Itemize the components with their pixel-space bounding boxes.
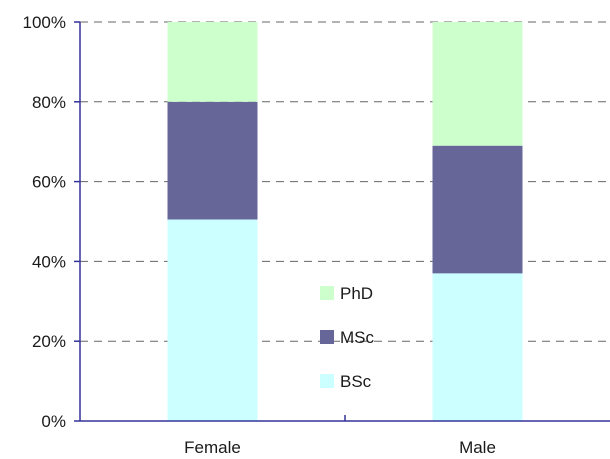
legend-label-bsc: BSc [340, 372, 372, 391]
legend-swatch-msc [320, 330, 334, 344]
bar-female-bsc [167, 219, 258, 421]
bar-female-phd [167, 22, 258, 102]
legend-label-msc: MSc [340, 328, 375, 347]
bar-female-msc [167, 101, 258, 220]
bars [167, 22, 523, 421]
x-category-label-female: Female [184, 438, 241, 457]
y-tick-label-80: 80% [32, 93, 66, 112]
y-tick-label-100: 100% [23, 13, 66, 32]
bar-male-bsc [432, 273, 523, 421]
bar-male-phd [432, 22, 523, 146]
y-tick-label-0: 0% [41, 412, 66, 431]
x-axis-ticks: Female Male [184, 415, 496, 457]
legend-swatch-bsc [320, 374, 334, 388]
axes [79, 22, 610, 422]
bar-male-msc [432, 145, 523, 274]
y-tick-label-60: 60% [32, 173, 66, 192]
legend: PhD MSc BSc [320, 284, 375, 391]
y-tick-label-20: 20% [32, 332, 66, 351]
legend-swatch-phd [320, 286, 334, 300]
y-axis-ticks: 0% 20% 40% 60% 80% 100% [23, 13, 80, 431]
legend-label-phd: PhD [340, 284, 373, 303]
x-category-label-male: Male [459, 438, 496, 457]
y-tick-label-40: 40% [32, 252, 66, 271]
